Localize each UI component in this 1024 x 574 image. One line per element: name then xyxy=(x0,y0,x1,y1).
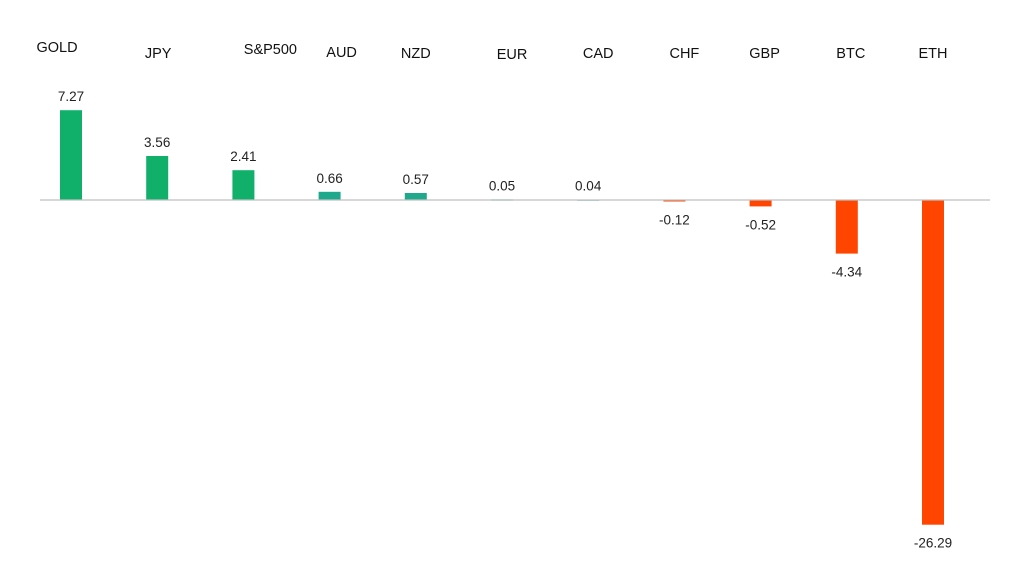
value-label-chf: -0.12 xyxy=(659,213,690,228)
bar-sp500 xyxy=(232,170,255,200)
value-label-eth: -26.29 xyxy=(914,536,952,551)
bars-group xyxy=(60,110,944,525)
category-label-sp500: S&P500 xyxy=(244,42,297,58)
category-label-gbp: GBP xyxy=(749,46,780,62)
bar-chf xyxy=(663,200,686,202)
category-label-btc: BTC xyxy=(836,46,865,62)
value-labels-group: 7.27 3.56 2.41 0.66 0.57 0.05 0.04 -0.12 -0.52 -4… xyxy=(58,89,952,551)
category-label-aud: AUD xyxy=(326,45,357,61)
value-label-btc: -4.34 xyxy=(831,265,862,280)
value-label-sp500: 2.41 xyxy=(230,149,256,164)
value-label-aud: 0.66 xyxy=(316,171,342,186)
bar-eth xyxy=(922,200,944,525)
category-label-eth: ETH xyxy=(919,46,948,62)
bar-aud xyxy=(318,191,341,200)
value-label-gbp: -0.52 xyxy=(745,217,776,232)
category-label-cad: CAD xyxy=(583,46,614,62)
bar-jpy xyxy=(146,156,169,200)
category-label-jpy: JPY xyxy=(145,46,172,62)
value-label-gold: 7.27 xyxy=(58,89,84,104)
bar-nzd xyxy=(404,193,427,200)
category-label-chf: CHF xyxy=(669,46,699,62)
bar-btc xyxy=(835,200,858,254)
value-label-nzd: 0.57 xyxy=(403,172,429,187)
category-labels-group: GOLD JPY S&P500 AUD NZD EUR CAD CHF GBP BTC ETH xyxy=(36,40,947,63)
category-label-eur: EUR xyxy=(497,47,528,63)
category-label-nzd: NZD xyxy=(401,46,431,62)
value-label-jpy: 3.56 xyxy=(144,135,170,150)
value-label-eur: 0.05 xyxy=(489,178,515,193)
bar-gold xyxy=(60,110,82,200)
category-label-gold: GOLD xyxy=(36,40,77,56)
value-label-cad: 0.04 xyxy=(575,179,602,194)
bar-gbp xyxy=(749,200,772,207)
